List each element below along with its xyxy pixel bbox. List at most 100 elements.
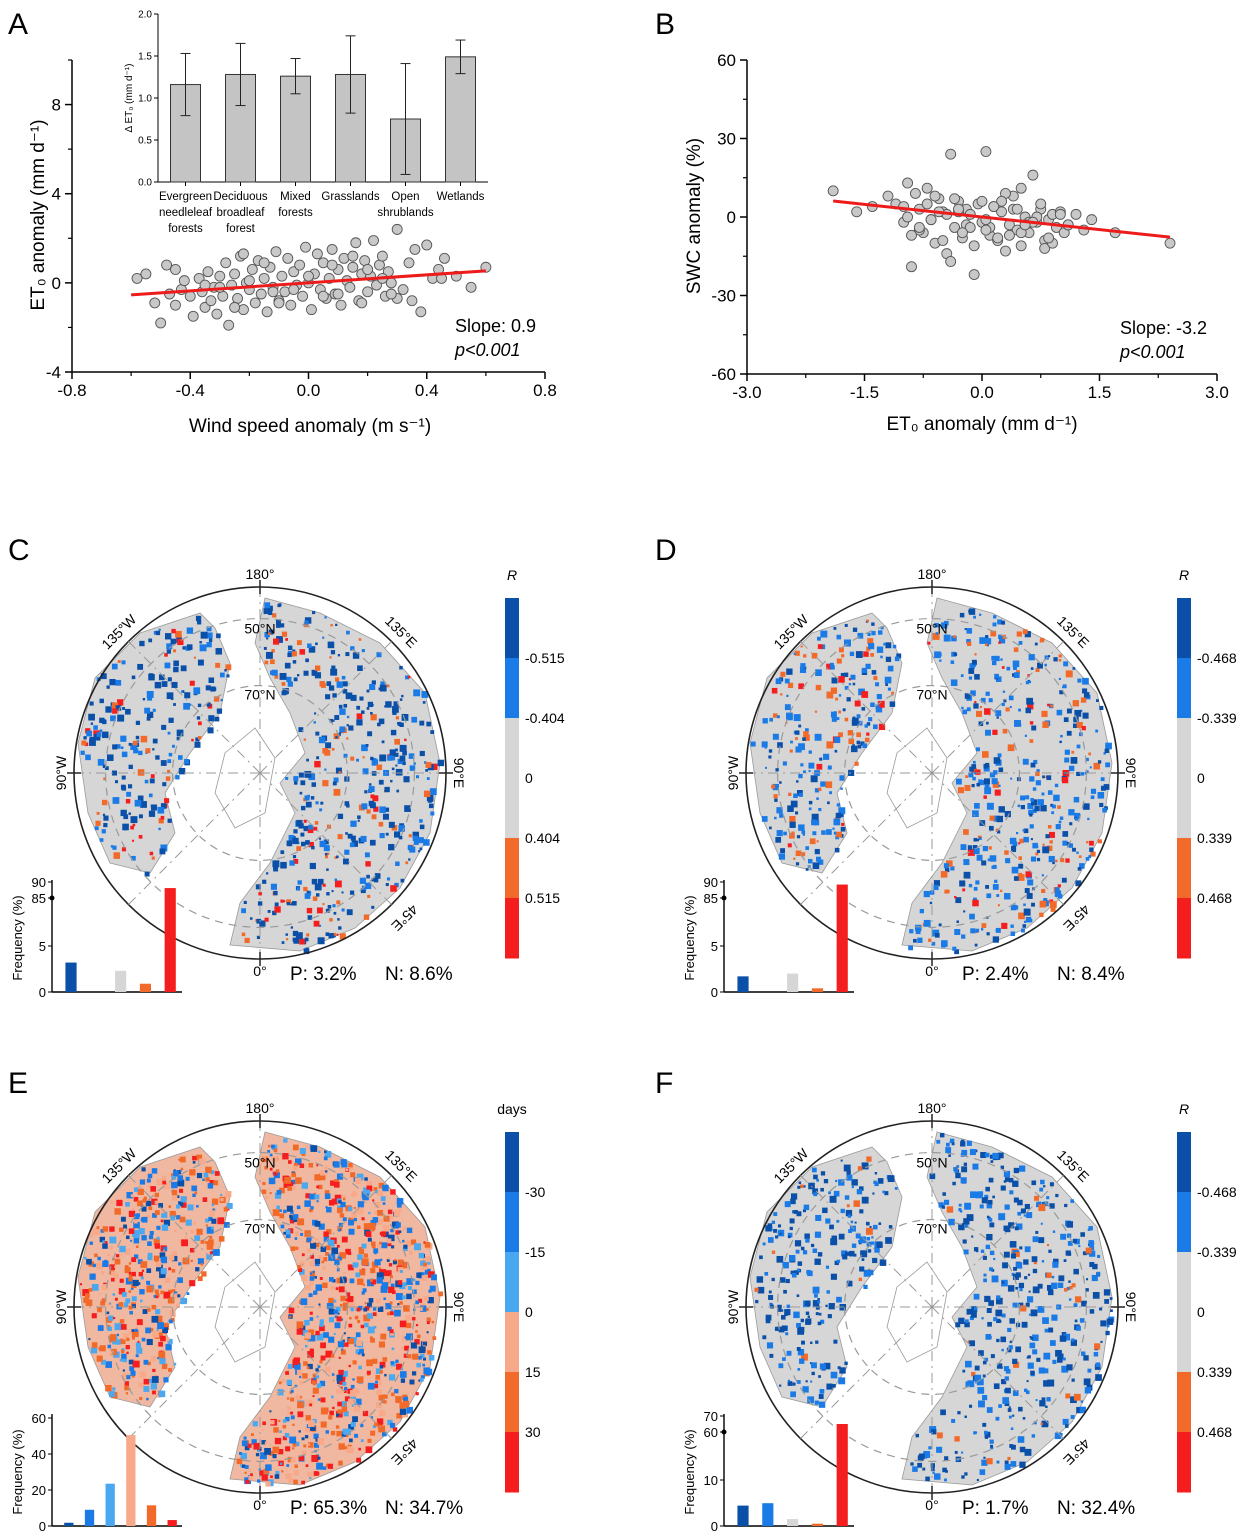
scatter-point [276, 270, 288, 282]
map-pixel [274, 906, 281, 913]
map-pixel [181, 1239, 188, 1247]
map-pixel [128, 1277, 133, 1282]
map-pixel [295, 1395, 303, 1402]
map-pixel [1077, 867, 1082, 871]
map-pixel [917, 1462, 923, 1468]
map-pixel [339, 1213, 345, 1218]
map-pixel [834, 736, 841, 743]
map-pixel [952, 1181, 956, 1186]
map-pixel [361, 649, 365, 653]
map-pixel [315, 1330, 320, 1336]
map-pixel [363, 914, 370, 920]
map-pixel [179, 1156, 186, 1163]
map-pixel [1100, 1320, 1107, 1327]
map-pixel [425, 769, 428, 772]
map-pixel [286, 1397, 290, 1400]
map-pixel [285, 1371, 289, 1375]
map-pixel [420, 1260, 426, 1266]
map-pixel [376, 652, 382, 658]
map-pixel [119, 1245, 126, 1253]
colorbar-segment [1177, 1132, 1191, 1193]
map-pixel [139, 1299, 143, 1303]
map-pixel [863, 1284, 868, 1290]
map-pixel [200, 631, 208, 639]
map-pixel [802, 1250, 808, 1255]
map-pixel [1037, 1306, 1045, 1313]
map-pixel [1095, 1374, 1102, 1381]
map-pixel [112, 1293, 116, 1296]
map-pixel [858, 1277, 863, 1282]
map-pixel [851, 1243, 857, 1248]
map-pixel [110, 715, 116, 722]
map-pixel [796, 1322, 801, 1328]
map-pixel [1007, 1456, 1011, 1461]
map-pixel [848, 738, 855, 745]
map-pixel [322, 1466, 327, 1470]
map-pixel [110, 1277, 115, 1282]
map-pixel [304, 770, 312, 778]
map-pixel [272, 910, 277, 916]
scatter-point [288, 284, 300, 295]
map-pixel [1012, 1390, 1019, 1396]
map-pixel [320, 1342, 326, 1349]
map-pixel [312, 1373, 317, 1378]
map-pixel [102, 731, 109, 739]
map-pixel [410, 1239, 417, 1245]
map-pixel [857, 1166, 863, 1171]
map-pixel [387, 1209, 393, 1215]
map-pixel [774, 1326, 779, 1331]
map-pixel [788, 1254, 796, 1262]
map-pixel [162, 1180, 167, 1185]
map-pixel [261, 1156, 268, 1163]
map-pixel [401, 1295, 406, 1300]
map-pixel [244, 937, 250, 944]
map-pixel [257, 1479, 261, 1483]
map-pixel [946, 1142, 950, 1147]
map-pixel [319, 1380, 326, 1387]
map-pixel [1039, 1187, 1044, 1192]
map-pixel [1032, 702, 1035, 705]
map-pixel [833, 818, 841, 826]
map-pixel [796, 1347, 801, 1351]
map-pixel [390, 885, 397, 892]
map-pixel [155, 1295, 159, 1299]
map-pixel [391, 1245, 395, 1249]
map-pixel [303, 1163, 307, 1168]
map-pixel [968, 772, 974, 778]
map-pixel [960, 1139, 965, 1144]
map-pixel [851, 1179, 858, 1186]
map-pixel [1063, 1333, 1071, 1341]
map-pixel [296, 640, 302, 646]
map-pixel [1089, 1250, 1096, 1257]
map-pixel [803, 1204, 810, 1211]
map-pixel [192, 1155, 197, 1161]
map-pixel [990, 630, 997, 637]
map-pixel [944, 889, 949, 894]
map-pixel [750, 741, 756, 747]
map-pixel [399, 1320, 407, 1328]
map-pixel [367, 1237, 372, 1242]
hist-y-tick-label: 10 [704, 1473, 718, 1488]
map-pixel [1044, 663, 1047, 667]
map-pixel [269, 1450, 275, 1456]
map-pixel [343, 1390, 347, 1394]
map-pixel [848, 1250, 855, 1257]
map-pixel [266, 872, 269, 875]
map-pixel [1024, 1246, 1031, 1253]
colorbar-label: 0 [1197, 770, 1205, 786]
map-pixel [968, 668, 975, 674]
map-pixel [220, 698, 223, 702]
map-pixel [998, 784, 1001, 787]
scatter-point [902, 177, 914, 189]
map-pixel [285, 776, 289, 780]
map-pixel [969, 1340, 976, 1347]
map-pixel [275, 1471, 279, 1474]
map-pixel [957, 1411, 961, 1415]
scatter-point [1015, 182, 1027, 194]
map-pixel [800, 852, 806, 857]
map-pixel [148, 1185, 152, 1189]
map-pixel [859, 1266, 865, 1272]
map-pixel [290, 1210, 294, 1214]
map-pixel [1025, 795, 1030, 800]
map-pixel [303, 819, 307, 823]
